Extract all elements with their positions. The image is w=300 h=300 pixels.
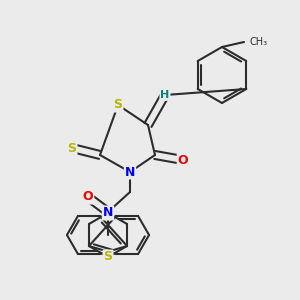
Text: O: O (83, 190, 93, 203)
Text: N: N (103, 206, 113, 220)
Text: CH₃: CH₃ (249, 37, 267, 47)
Text: S: S (103, 250, 112, 263)
Text: H: H (160, 90, 169, 100)
Text: O: O (178, 154, 188, 166)
Text: N: N (125, 166, 135, 178)
Text: S: S (113, 98, 122, 112)
Text: S: S (68, 142, 76, 154)
